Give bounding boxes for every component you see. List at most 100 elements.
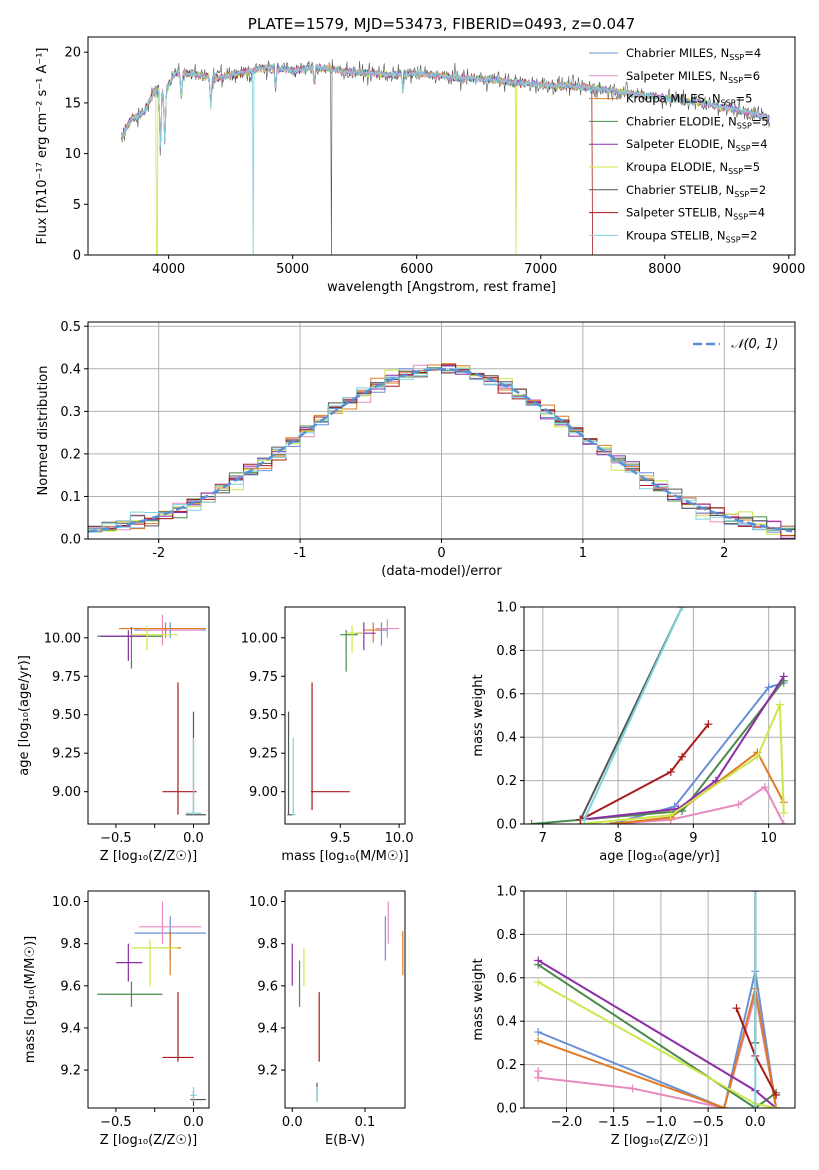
series-marker [751,1104,760,1108]
errorbar-point-kroupa_stelib [190,1086,197,1102]
series-marker [628,1084,637,1093]
x-tick-label: 8 [614,831,622,846]
legend-label: Chabrier STELIB, N [626,183,734,197]
legend-label: Salpeter ELODIE, N [626,137,736,151]
x-axis-label: Z [log₁₀(Z/Z☉)] [100,1133,197,1148]
x-tick-label: −2.0 [551,1115,583,1130]
x-tick-label: -1 [294,546,307,561]
series-salpeter_stelib [576,720,713,824]
plot-area [527,607,788,824]
x-axis-label: E(B-V) [325,1133,365,1148]
series-marker [534,956,543,965]
x-tick-label: −0.5 [692,1115,724,1130]
y-tick-label: 0.6 [496,971,517,986]
series-line [537,994,778,1108]
series-marker [678,607,687,611]
y-tick-label: 0.3 [60,405,81,420]
x-tick-label: −0.5 [100,1115,132,1130]
series-marker [779,820,788,824]
errorbar-point-salpeter_miles [375,619,400,638]
y-tick-label: 9.25 [52,747,81,762]
errorbar-point-salpeter_miles [139,901,202,944]
legend-sub: SSP [737,121,752,130]
legend-label: Kroupa MILES, N [626,92,721,106]
y-tick-label: 9.50 [249,708,278,723]
series-marker [711,776,720,785]
series-marker [580,815,589,824]
axes: 4000 5000 6000 7000 8000 9000 0 5 10 15 20 waveleng… [35,15,805,295]
legend-sub: SSP [729,53,744,62]
series-marker [678,752,687,761]
errorbar-point-salpeter_elodie [100,630,147,661]
legend-entry: Salpeter ELODIE, NSSP=4 [626,137,768,153]
errorbar-point-salpeter_miles [139,614,202,646]
legend-label: Chabrier MILES, N [626,46,729,60]
y-tick-label: 0.5 [60,320,81,335]
series-kroupa_stelib [580,607,687,824]
errorbar-point-chabrier_stelib [190,1091,206,1106]
series-line [580,675,785,821]
y-tick-label: 0 [73,249,81,264]
errorbar-point-kroupa_elodie [131,625,178,651]
y-axis-label: mass weight [471,958,486,1040]
y-tick-label: 10 [64,147,81,162]
errorbar-point-salpeter_elodie [354,622,376,651]
y-tick-label: 0.2 [496,1058,517,1073]
y-tick-label: 0.1 [60,490,81,505]
y-tick-label: 0.0 [60,533,81,548]
mass-weight-vs-metallicity-panel: −2.0 −1.5 −1.0 −0.5 0.0 0.0 0.2 0.4 0.6 0.8 1.0 Z [… [471,885,796,1148]
errorbar-point-kroupa_miles [363,622,382,643]
y-tick-label: 9.8 [60,937,81,952]
legend-val: =4 [751,137,768,151]
legend-sub: SSP [728,76,743,85]
errorbar-point-kroupa_elodie [131,939,178,986]
y-axis-label: mass [log₁₀(M/M☉)] [23,936,38,1063]
x-tick-label: 8000 [648,262,681,277]
series-marker [751,891,760,895]
y-tick-label: 15 [64,96,81,111]
axes-frame [284,606,406,825]
legend-val: =5 [752,114,769,128]
y-tick-label: 5 [73,198,81,213]
series-line [583,607,684,821]
y-axis-label: mass weight [471,674,486,756]
plot-area [97,614,206,816]
mass-vs-metallicity-panel: −0.5 0.0 9.2 9.4 9.6 9.8 10.0 Z [log₁₀(Z/Z☉)] ma… [23,890,210,1148]
normal-curve [88,368,793,533]
errorbar-point-kroupa_stelib [292,737,296,816]
legend-val: =5 [736,92,753,106]
x-tick-label: 5000 [276,262,309,277]
legend-entry: Chabrier ELODIE, NSSP=5 [626,114,769,130]
x-tick-label: -2 [152,546,165,561]
legend-label: Kroupa STELIB, N [626,228,726,242]
series-chabrier_elodie [527,676,788,824]
series-marker [775,700,784,709]
y-tick-label: 9.75 [52,670,81,685]
errorbar-point-chabrier_stelib [185,711,206,816]
y-tick-label: 10.00 [44,631,81,646]
x-axis-label: (data-model)/error [381,564,502,579]
y-tick-label: 10.0 [249,895,278,910]
legend-val: =5 [743,160,760,174]
y-axis-label: Normed distribution [36,366,51,496]
y-tick-label: 9.6 [257,979,278,994]
axes: −2.0 −1.5 −1.0 −0.5 0.0 0.0 0.2 0.4 0.6 0.8 1.0 Z [… [471,885,796,1148]
x-tick-label: 6000 [400,262,433,277]
y-tick-label: 9.2 [60,1064,81,1079]
y-tick-label: 9.2 [257,1064,278,1079]
series-line [537,988,778,1108]
axes-frame [523,606,796,825]
legend-val: =2 [749,183,766,197]
series-marker [772,1104,781,1108]
x-tick-label: 0.0 [745,1115,766,1130]
axes: 0.0 0.1 9.2 9.4 9.6 9.8 10.0 E(B-V) [249,890,406,1148]
x-tick-label: 1 [579,546,587,561]
y-tick-label: 0.4 [496,1015,517,1030]
x-axis-label: Z [log₁₀(Z/Z☉)] [611,1133,708,1148]
series-marker [527,820,536,824]
x-axis-label: wavelength [Angstrom, rest frame] [327,280,556,295]
plot-area [88,363,795,539]
x-tick-label: 9000 [772,262,805,277]
legend-entry: Chabrier MILES, NSSP=4 [626,46,761,62]
y-tick-label: 10.0 [52,895,81,910]
